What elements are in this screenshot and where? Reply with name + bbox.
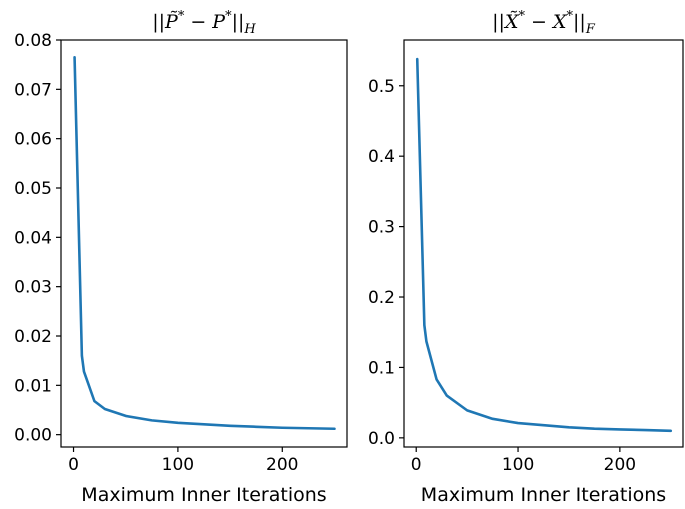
chart-panel-1: 0.00 0.01 0.02 0.03 0.04 0.05 0.06 0.07 0.08 0 100… <box>14 9 348 506</box>
x-tick-label: 200 <box>604 455 636 475</box>
y-tick-label: 0.1 <box>368 358 395 378</box>
y-tick-label: 0.03 <box>14 278 52 298</box>
series-line-1 <box>415 57 673 433</box>
y-tick-label: 0.04 <box>14 228 52 248</box>
x-axis-label: Maximum Inner Iterations <box>421 484 666 506</box>
plot-frame <box>60 39 348 448</box>
y-tick-label: 0.3 <box>368 218 395 238</box>
plot-frame <box>403 39 684 448</box>
x-tick-label: 100 <box>502 455 534 475</box>
y-tick-label: 0.07 <box>14 80 52 100</box>
y-tick-label: 0.2 <box>368 288 395 308</box>
series-line-1 <box>73 55 336 431</box>
chart-panel-2: 0.0 0.1 0.2 0.3 0.4 0.5 0 100 200 Maximum Inner I… <box>368 9 684 506</box>
x-tick-label: 0 <box>68 455 79 475</box>
y-tick-label: 0.06 <box>14 130 52 150</box>
y-tick-label: 0.01 <box>14 376 52 396</box>
y-tick-label: 0.00 <box>14 426 52 446</box>
y-tick-label: 0.05 <box>14 179 52 199</box>
chart-title: ||X̃* − X*||F <box>492 9 596 37</box>
x-tick-label: 200 <box>266 455 298 475</box>
y-tick-label: 0.5 <box>368 77 395 97</box>
x-tick-label: 100 <box>162 455 194 475</box>
chart-title: ||P̃* − P*||H <box>152 9 256 37</box>
y-tick-label: 0.4 <box>368 147 395 167</box>
y-tick-label: 0.02 <box>14 327 52 347</box>
y-tick-label: 0.0 <box>368 429 395 449</box>
x-tick-label: 0 <box>411 455 422 475</box>
x-axis-label: Maximum Inner Iterations <box>81 484 326 506</box>
y-tick-label: 0.08 <box>14 31 52 51</box>
